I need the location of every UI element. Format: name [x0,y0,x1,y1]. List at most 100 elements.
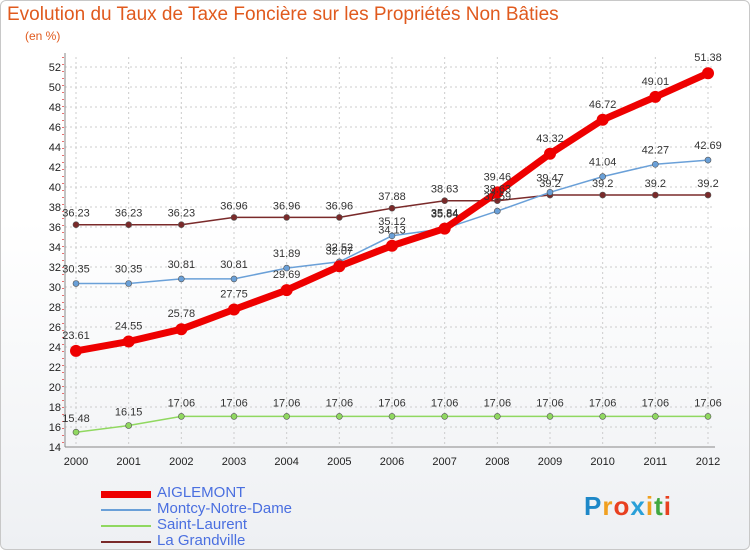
data-point-montcy-notre-dame [546,189,554,196]
data-label-la-grandville: 36.23 [62,208,90,220]
y-tick-label: 18 [49,402,61,414]
data-point-saint-laurent [704,413,712,420]
x-tick-label: 2009 [538,456,562,468]
data-label-la-grandville: 36.96 [326,200,354,212]
data-label-la-grandville: 39.2 [539,178,560,190]
y-tick-label: 46 [49,122,61,134]
y-tick-label: 16 [49,422,61,434]
data-point-montcy-notre-dame [125,280,132,287]
data-point-la-grandville [178,221,185,228]
x-tick-label: 2010 [590,456,614,468]
data-label-aiglemont: 29.69 [273,269,301,281]
x-tick-label: 2006 [380,456,404,468]
data-point-la-grandville [599,191,606,199]
data-point-montcy-notre-dame [704,156,712,164]
logo-letter: t [654,491,664,521]
data-point-aiglemont [175,323,188,336]
logo-letter: r [602,491,614,521]
data-label-la-grandville: 37.88 [378,191,406,203]
data-label-montcy-notre-dame: 39.47 [536,172,564,184]
x-tick-label: 2002 [169,456,193,468]
data-label-saint-laurent: 17.06 [484,397,512,409]
data-label-aiglemont: 51.38 [694,52,722,64]
y-tick-label: 34 [49,242,61,254]
axes: 14 16 18 20 22 24 26 28 30 32 34 36 38 40 42 44 46 48 50 52… [49,53,720,468]
data-label-montcy-notre-dame: 35.12 [378,216,406,228]
y-tick-label: 48 [49,102,61,114]
data-label-aiglemont: 32.07 [326,245,354,257]
series-layer [70,67,714,436]
data-label-montcy-notre-dame: 30.35 [62,264,90,276]
y-tick-label: 38 [49,202,61,214]
legend-swatch [101,541,151,543]
y-unit-label: (en %) [25,29,61,43]
data-point-saint-laurent [336,413,343,420]
data-point-aiglemont [228,303,240,316]
data-label-aiglemont: 25.78 [168,308,196,320]
data-point-la-grandville [441,197,448,204]
data-label-la-grandville: 38.63 [431,184,459,196]
x-tick-label: 2007 [432,456,456,468]
data-point-montcy-notre-dame [599,173,606,180]
data-point-saint-laurent [388,413,396,420]
data-label-aiglemont: 39.46 [484,171,512,183]
data-point-montcy-notre-dame [178,275,185,283]
data-point-montcy-notre-dame [652,161,659,168]
data-label-saint-laurent: 17.06 [326,397,354,409]
logo-letter: i [663,491,672,521]
data-label-aiglemont: 34.13 [378,225,406,237]
data-point-la-grandville [388,204,396,212]
data-label-saint-laurent: 17.06 [378,397,406,409]
data-point-saint-laurent [283,413,290,420]
data-label-saint-laurent: 17.06 [431,397,459,409]
legend-label: Montcy-Notre-Dame [157,500,293,517]
data-point-aiglemont [122,335,135,348]
data-label-aiglemont: 49.01 [642,76,670,88]
y-tick-label: 22 [49,362,61,374]
x-tick-label: 2008 [485,456,509,468]
data-label-la-grandville: 36.23 [115,208,143,220]
x-tick-label: 2011 [644,456,668,468]
data-label-saint-laurent: 17.06 [273,397,301,409]
data-point-aiglemont [596,113,609,126]
data-label-saint-laurent: 17.06 [220,397,248,409]
data-label-la-grandville: 36.96 [273,200,301,212]
y-tick-label: 14 [49,442,61,454]
logo-letter: P [584,491,603,521]
data-point-saint-laurent [125,422,132,429]
data-point-la-grandville [283,214,290,221]
y-tick-label: 40 [49,182,61,194]
data-point-la-grandville [652,191,659,199]
data-point-montcy-notre-dame [230,275,238,283]
data-label-la-grandville: 39.2 [645,178,666,190]
data-point-montcy-notre-dame [388,232,396,240]
data-label-aiglemont: 35.84 [431,208,459,220]
x-tick-label: 2005 [327,456,351,468]
data-label-la-grandville: 36.96 [220,200,248,212]
data-label-la-grandville: 38.63 [484,184,512,196]
proxiti-logo: Proxiti [584,491,672,522]
data-point-aiglemont [491,186,504,199]
data-label-montcy-notre-dame: 31.89 [273,248,301,260]
data-label-montcy-notre-dame: 42.69 [694,140,722,152]
data-point-la-grandville [704,191,712,199]
logo-letter: i [645,491,655,521]
data-point-aiglemont [438,222,451,235]
y-tick-label: 50 [49,82,61,94]
legend-swatch [101,509,151,511]
data-point-aiglemont [702,67,714,80]
data-label-montcy-notre-dame: 30.81 [168,259,196,271]
data-label-saint-laurent: 15.48 [62,413,90,425]
x-tick-label: 2000 [64,456,88,468]
data-point-aiglemont [544,147,556,160]
data-point-saint-laurent [652,413,659,420]
data-label-montcy-notre-dame: 37.59 [484,191,512,203]
data-point-montcy-notre-dame [494,207,501,215]
legend-label: La Grandville [157,532,246,549]
data-label-montcy-notre-dame: 32.52 [326,242,354,254]
data-point-saint-laurent [599,413,606,420]
y-tick-label: 32 [49,262,61,274]
data-label-montcy-notre-dame: 41.04 [589,157,617,169]
data-label-montcy-notre-dame: 30.35 [115,264,143,276]
legend-swatch [101,491,151,498]
